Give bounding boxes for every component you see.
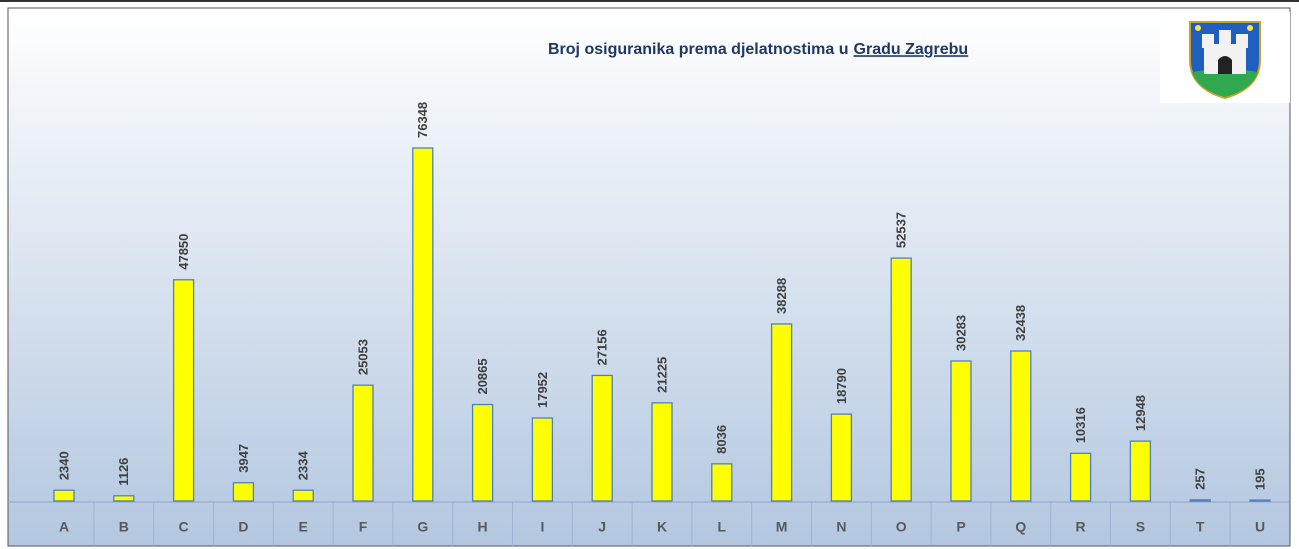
x-tick-label: T — [1196, 519, 1205, 535]
value-label: 52537 — [894, 212, 909, 248]
bar — [1129, 440, 1152, 502]
x-tick-label: I — [540, 519, 544, 535]
value-label: 257 — [1193, 468, 1208, 490]
value-label: 47850 — [176, 234, 191, 270]
value-label: 38288 — [774, 278, 789, 314]
bar — [531, 417, 554, 502]
bar — [591, 374, 613, 502]
x-tick-label: L — [718, 519, 727, 535]
bar — [890, 257, 912, 502]
value-label: 76348 — [415, 102, 430, 138]
bar — [113, 495, 135, 502]
x-tick-label: J — [598, 519, 606, 535]
value-label: 8036 — [714, 425, 729, 454]
bar — [1069, 452, 1092, 502]
x-tick-label: D — [238, 519, 248, 535]
x-tick-label: G — [417, 519, 428, 535]
x-tick-label: Q — [1015, 519, 1026, 535]
value-label: 21225 — [654, 357, 669, 393]
bar — [471, 403, 494, 502]
bar — [830, 413, 853, 502]
x-tick-label: R — [1076, 519, 1086, 535]
x-tick-label: M — [776, 519, 788, 535]
bar — [1010, 350, 1032, 502]
value-label: 1126 — [116, 458, 131, 486]
x-tick-label: C — [179, 519, 189, 535]
value-label: 25053 — [355, 339, 370, 375]
bar — [950, 360, 972, 502]
x-tick-label: N — [836, 519, 846, 535]
x-tick-label: B — [119, 519, 129, 535]
bar — [292, 489, 314, 502]
x-tick-label: P — [956, 519, 965, 535]
value-label: 18790 — [834, 368, 849, 404]
x-tick-label: K — [657, 519, 667, 535]
bar — [711, 463, 733, 502]
chart-title: Broj osiguranika prema djelatnostima u — [548, 41, 849, 58]
bar — [172, 279, 195, 502]
value-label: 20865 — [475, 358, 490, 394]
value-label: 2340 — [56, 451, 71, 480]
plot-background — [7, 7, 1291, 547]
value-label: 32438 — [1013, 305, 1028, 341]
chart-title-link[interactable]: Gradu Zagrebu — [854, 41, 969, 58]
x-tick-label: F — [359, 519, 368, 535]
x-tick-label: O — [896, 519, 907, 535]
value-label: 3947 — [236, 444, 251, 473]
bar — [53, 489, 75, 502]
value-label: 2334 — [296, 451, 311, 481]
x-tick-label: A — [59, 519, 69, 535]
bar — [1189, 499, 1211, 502]
bar — [352, 384, 374, 502]
value-label: 17952 — [535, 372, 550, 408]
x-tick-label: E — [299, 519, 308, 535]
bar — [651, 402, 673, 502]
value-label: 195 — [1252, 468, 1267, 490]
bar — [1249, 499, 1271, 502]
value-label: 12948 — [1133, 395, 1148, 431]
value-label: 10316 — [1073, 407, 1088, 443]
x-tick-label: H — [478, 519, 488, 535]
value-label: 30283 — [953, 315, 968, 351]
bar — [232, 482, 255, 502]
x-tick-label: U — [1255, 519, 1265, 535]
bar — [770, 323, 793, 502]
coat-of-arms — [1160, 12, 1290, 103]
bar — [412, 147, 434, 502]
value-label: 27156 — [595, 329, 610, 365]
x-tick-label: S — [1136, 519, 1145, 535]
